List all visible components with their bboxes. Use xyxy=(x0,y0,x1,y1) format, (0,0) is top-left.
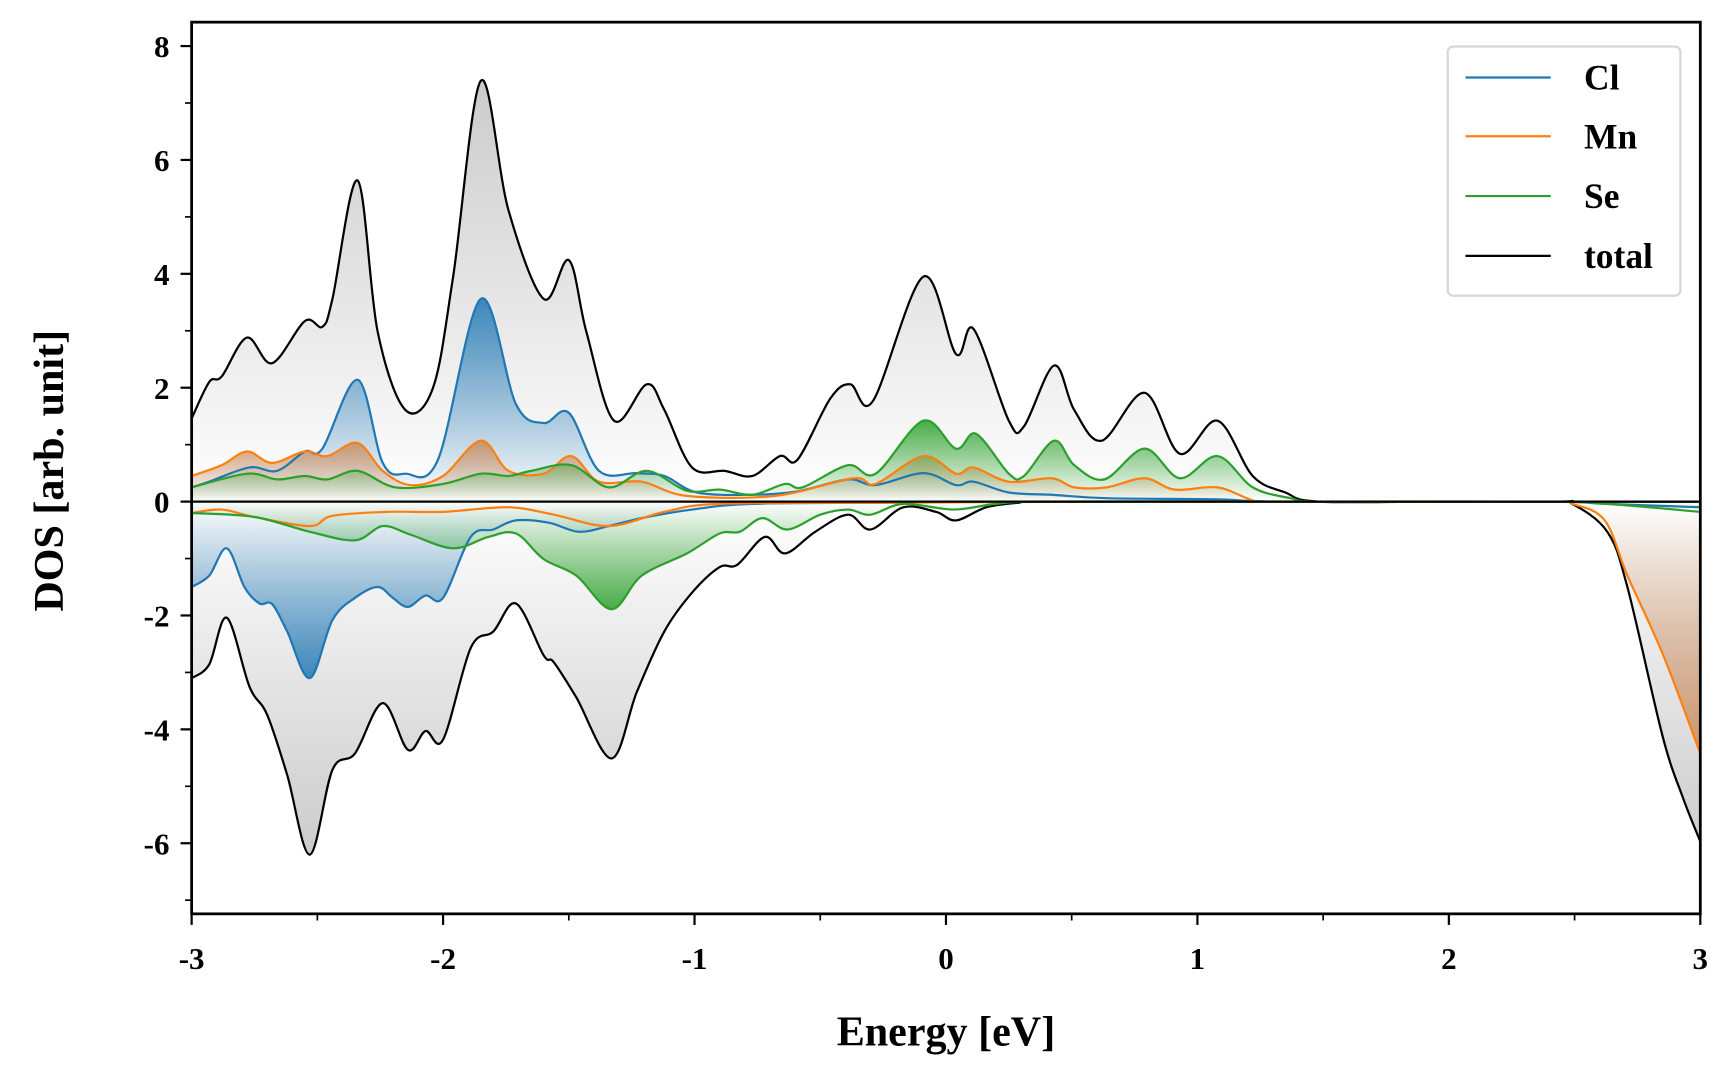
x-tick-label: -3 xyxy=(179,941,205,976)
y-tick-label: 2 xyxy=(154,371,170,406)
x-tick-label: -2 xyxy=(430,941,456,976)
legend-label: Mn xyxy=(1584,116,1637,156)
series-lines xyxy=(190,79,1702,856)
legend-entry-mn: Mn xyxy=(1465,116,1637,156)
total-down-fill xyxy=(191,500,1701,855)
y-axis-label: DOS [arb. unit] xyxy=(26,330,73,612)
y-tick-label: 8 xyxy=(154,29,170,64)
mn-up-line xyxy=(191,439,1701,503)
legend-frame xyxy=(1446,45,1682,297)
mn-down-line xyxy=(191,500,1702,754)
legend-entry-se: Se xyxy=(1465,176,1619,216)
x-axis: -3 -2 -1 0 1 2 3 xyxy=(179,913,1709,976)
x-tick-label: 2 xyxy=(1441,941,1457,976)
y-axis: -6 -4 -2 0 2 4 6 8 xyxy=(144,29,192,902)
legend-entry-total: total xyxy=(1465,236,1653,276)
x-axis-label: Energy [eV] xyxy=(837,1009,1056,1056)
x-tick-label: 3 xyxy=(1693,941,1709,976)
se-up-fill xyxy=(191,420,1701,502)
total-up-line xyxy=(190,79,1701,504)
legend-label: Se xyxy=(1584,176,1619,216)
cl-up-fill xyxy=(191,298,1701,502)
total-up-fill xyxy=(191,79,1701,503)
y-tick-label: -6 xyxy=(144,826,170,861)
x-tick-label: 0 xyxy=(938,941,954,976)
y-tick-label: 6 xyxy=(154,143,170,178)
legend-label: total xyxy=(1584,236,1653,276)
y-tick-label: 4 xyxy=(154,257,170,292)
legend: Cl Mn Se total xyxy=(1446,45,1682,297)
y-tick-label: -2 xyxy=(144,599,170,634)
x-tick-label: 1 xyxy=(1190,941,1206,976)
se-up-line xyxy=(191,419,1701,503)
legend-label: Cl xyxy=(1584,58,1620,98)
legend-entry-cl: Cl xyxy=(1465,58,1620,98)
y-tick-label: -4 xyxy=(144,712,170,747)
y-tick-label: 0 xyxy=(154,485,170,520)
x-tick-label: -1 xyxy=(682,941,708,976)
